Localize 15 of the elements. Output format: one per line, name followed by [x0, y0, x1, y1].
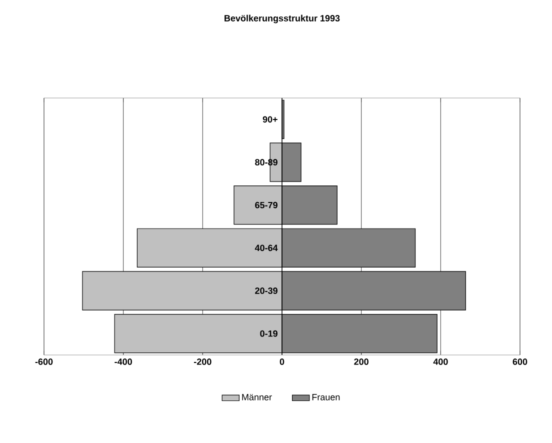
y-tick-label: 0-19: [260, 330, 278, 337]
x-tick-label: -600: [35, 358, 53, 365]
x-tick-label: -400: [114, 358, 132, 365]
x-tick-label: 0: [280, 358, 284, 365]
x-tick-label: 400: [433, 358, 448, 365]
y-tick-label: 90+: [262, 116, 278, 123]
y-tick-label: 65-79: [255, 202, 278, 208]
x-tick-label: 600: [512, 358, 528, 365]
x-tick-label: -200: [194, 358, 212, 365]
legend-label: Frauen: [312, 394, 340, 400]
chart-title: Bevölkerungsstruktur 1993: [224, 14, 340, 24]
x-tick-label: 200: [354, 358, 368, 365]
legend-label: Männer: [242, 394, 272, 400]
y-tick-label: 20-39: [255, 288, 278, 294]
y-tick-label: 40-64: [254, 244, 278, 252]
